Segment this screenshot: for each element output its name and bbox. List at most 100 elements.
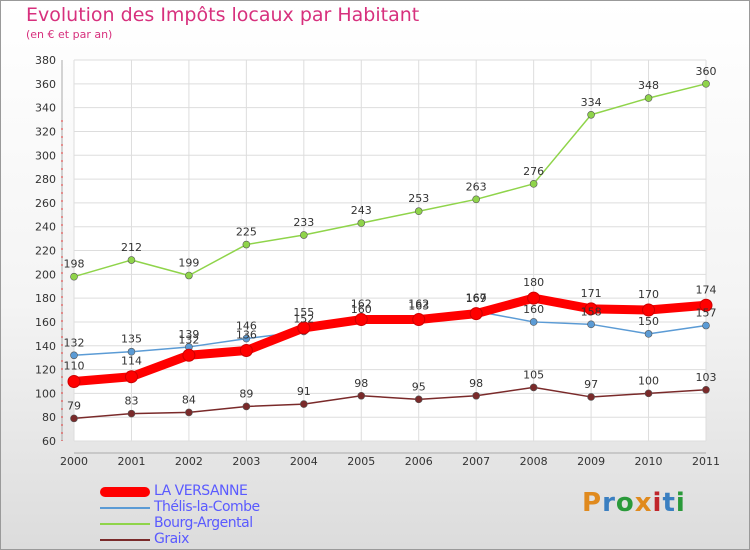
y-tick-label: 300 (35, 149, 56, 162)
y-tick-label: 220 (35, 245, 56, 258)
data-point-bourg-argental (587, 110, 595, 119)
legend-item-bourg-argental: Bourg-Argental (100, 515, 400, 532)
data-label-bourg-argental: 334 (581, 96, 602, 109)
data-point-graix (644, 389, 653, 398)
data-label-la-versanne: 180 (523, 276, 544, 289)
data-label-graix: 89 (239, 387, 253, 400)
data-point-graix (242, 402, 251, 411)
y-tick-label: 180 (35, 292, 56, 305)
x-tick-label: 2004 (290, 455, 318, 468)
data-point-graix (414, 395, 423, 404)
data-label-bourg-argental: 360 (696, 65, 717, 78)
data-label-graix: 97 (584, 378, 598, 391)
data-point-la-versanne (699, 298, 713, 312)
data-point-thelis-la-combe (70, 351, 78, 360)
data-label-bourg-argental: 198 (64, 258, 85, 271)
data-point-bourg-argental (644, 94, 653, 102)
data-point-bourg-argental (185, 271, 193, 280)
data-label-graix: 95 (412, 380, 426, 393)
data-point-la-versanne (354, 313, 368, 327)
x-tick-label: 2008 (520, 455, 548, 468)
data-label-thelis-la-combe: 169 (466, 292, 487, 305)
data-label-bourg-argental: 212 (121, 241, 142, 254)
proxiti-logo: Proxiti (582, 488, 686, 518)
x-tick-label: 2001 (117, 455, 145, 468)
data-label-la-versanne: 162 (408, 298, 429, 311)
data-label-la-versanne: 171 (581, 287, 602, 300)
data-point-graix (127, 409, 136, 418)
data-point-thelis-la-combe (587, 320, 595, 329)
x-tick-label: 2006 (405, 455, 433, 468)
data-label-bourg-argental: 243 (351, 204, 372, 217)
data-point-bourg-argental (357, 219, 366, 227)
chart-title: Evolution des Impôts locaux par Habitant (26, 4, 420, 26)
logo-letter: i (652, 488, 663, 518)
data-point-bourg-argental (242, 240, 251, 249)
data-label-la-versanne: 110 (64, 359, 85, 372)
y-tick-label: 320 (35, 125, 56, 138)
legend-swatch-la-versanne (100, 487, 150, 497)
data-label-graix: 91 (297, 385, 311, 398)
y-tick-label: 240 (35, 221, 56, 234)
legend-label-bourg-argental: Bourg-Argental (154, 515, 253, 531)
data-point-bourg-argental (70, 272, 78, 281)
logo-letter: o (615, 488, 635, 518)
data-point-thelis-la-combe (644, 330, 653, 338)
data-label-thelis-la-combe: 160 (523, 303, 544, 316)
data-label-thelis-la-combe: 157 (696, 307, 717, 320)
axis-layer: 60 80 100 120 140 160 180 200 220 240 260 280 300 320… (35, 54, 720, 468)
y-tick-label: 60 (42, 435, 56, 448)
data-point-graix (185, 408, 193, 417)
y-tick-label: 120 (35, 364, 56, 377)
legend-item-thelis-la-combe: Thélis-la-Combe (100, 499, 400, 516)
y-tick-label: 200 (35, 268, 56, 281)
logo-letter: i (675, 488, 686, 518)
data-label-la-versanne: 155 (293, 306, 314, 319)
legend-swatch-graix (100, 539, 150, 541)
series-layer (67, 80, 713, 423)
x-tick-label: 2009 (577, 455, 605, 468)
x-tick-label: 2002 (175, 455, 203, 468)
data-label-graix: 83 (124, 395, 138, 408)
data-point-bourg-argental (127, 256, 136, 264)
data-label-la-versanne: 167 (466, 292, 487, 305)
data-label-bourg-argental: 225 (236, 226, 257, 239)
data-label-thelis-la-combe: 139 (178, 328, 199, 341)
data-label-graix: 79 (67, 399, 81, 412)
data-point-thelis-la-combe (529, 318, 538, 326)
series-line-graix (73, 386, 707, 420)
data-point-bourg-argental (472, 195, 480, 204)
data-label-graix: 98 (354, 377, 368, 390)
legend-label-graix: Graix (154, 531, 189, 547)
x-tick-label: 2003 (232, 455, 260, 468)
data-point-thelis-la-combe (702, 321, 710, 330)
data-point-la-versanne (182, 348, 196, 362)
y-tick-label: 140 (35, 340, 56, 353)
legend-swatch-thelis-la-combe (100, 507, 150, 509)
y-tick-label: 260 (35, 197, 56, 210)
data-label-la-versanne: 162 (351, 298, 372, 311)
logo-letter: r (602, 488, 616, 518)
data-label-thelis-la-combe: 152 (293, 312, 314, 325)
data-point-bourg-argental (414, 207, 423, 216)
data-label-bourg-argental: 348 (638, 79, 659, 92)
data-point-thelis-la-combe (127, 347, 136, 356)
data-point-graix (357, 391, 366, 400)
series-line-bourg-argental (73, 83, 707, 278)
data-label-thelis-la-combe: 158 (581, 305, 602, 318)
data-point-graix (587, 393, 595, 401)
logo-letter: t (662, 488, 676, 518)
y-tick-label: 340 (35, 102, 56, 115)
data-label-bourg-argental: 199 (178, 257, 199, 270)
data-point-graix (300, 400, 308, 408)
legend-label-la-versanne: LA VERSANNE (154, 483, 248, 499)
legend-swatch-bourg-argental (100, 523, 150, 525)
data-point-graix (472, 391, 480, 400)
data-label-graix: 98 (469, 377, 483, 390)
chart-subtitle: (en € et par an) (26, 28, 113, 41)
data-label-graix: 103 (696, 371, 717, 384)
legend-item-graix: Graix (100, 531, 400, 548)
data-label-la-versanne: 174 (696, 283, 717, 296)
series-line-la-versanne (69, 293, 711, 386)
data-label-thelis-la-combe: 132 (64, 336, 85, 349)
